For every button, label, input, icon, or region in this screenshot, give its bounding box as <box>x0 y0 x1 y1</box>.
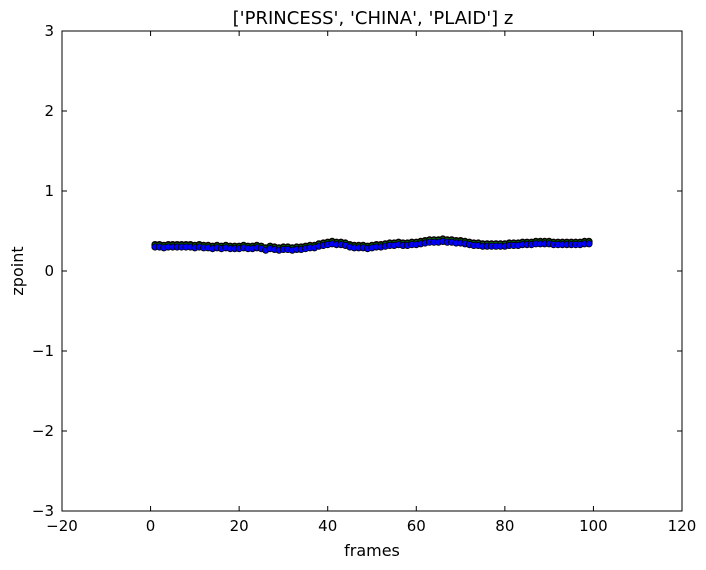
x-tick-label: 20 <box>230 517 249 535</box>
y-axis-label: zpoint <box>8 246 27 295</box>
y-tick-label: 1 <box>44 182 54 200</box>
plot-marks <box>151 235 593 254</box>
y-tick-label: −3 <box>32 502 54 520</box>
x-tick-label: 100 <box>579 517 608 535</box>
chart-title: ['PRINCESS', 'CHINA', 'PLAID'] z <box>233 8 514 29</box>
x-tick-label: 120 <box>668 517 697 535</box>
y-tick-label: 3 <box>44 22 54 40</box>
x-tick-label: 40 <box>318 517 337 535</box>
y-tick-label: −2 <box>32 422 54 440</box>
x-tick-label: −20 <box>46 517 78 535</box>
x-tick-label: 80 <box>495 517 514 535</box>
plot-frame <box>61 30 683 512</box>
x-tick-label: 60 <box>407 517 426 535</box>
x-tick-label: 0 <box>146 517 156 535</box>
y-tick-label: 2 <box>44 102 54 120</box>
y-tick-label: 0 <box>44 262 54 280</box>
series-2-point <box>585 240 593 248</box>
y-tick-label: −1 <box>32 342 54 360</box>
axis-ticks: −20 0 20 40 60 80 100 120 −3 −2 −1 0 1 2 3 <box>32 22 696 535</box>
x-axis-label: frames <box>344 541 400 560</box>
